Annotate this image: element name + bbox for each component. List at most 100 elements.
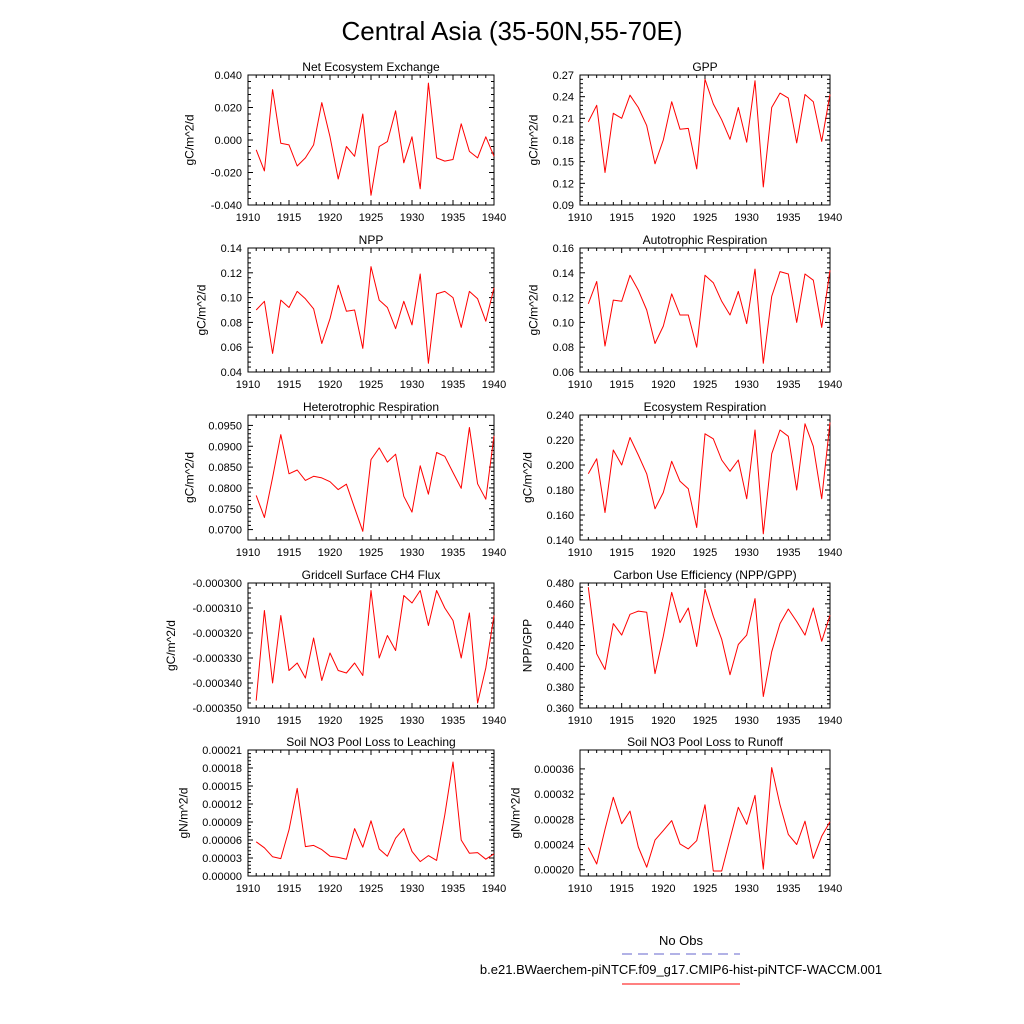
y-tick-label: 0.21 bbox=[553, 113, 574, 125]
x-tick-label: 1930 bbox=[400, 379, 424, 391]
series-line bbox=[587, 78, 831, 188]
x-tick-label: 1935 bbox=[441, 715, 465, 727]
x-tick-label: 1920 bbox=[318, 379, 342, 391]
panel-4: Heterotrophic Respiration 1910 1915 1920 192… bbox=[182, 400, 506, 559]
x-tick-label: 1930 bbox=[400, 883, 424, 895]
series-line bbox=[255, 266, 495, 364]
y-tick-label: -0.000300 bbox=[192, 578, 242, 590]
y-tick-label: 0.420 bbox=[546, 641, 574, 653]
y-tick-label: 0.140 bbox=[546, 535, 574, 547]
series-line bbox=[587, 767, 831, 872]
y-tick-label: 0.06 bbox=[553, 367, 574, 379]
x-tick-label: 1910 bbox=[568, 379, 592, 391]
x-tick-label: 1935 bbox=[776, 715, 800, 727]
x-tick-label: 1925 bbox=[359, 883, 383, 895]
y-tick-label: 0.0950 bbox=[208, 420, 242, 432]
y-tick-label: -0.000320 bbox=[192, 628, 242, 640]
x-tick-label: 1910 bbox=[236, 883, 260, 895]
x-tick-label: 1915 bbox=[609, 547, 633, 559]
x-tick-label: 1935 bbox=[776, 883, 800, 895]
x-tick-label: 1940 bbox=[818, 883, 842, 895]
y-tick-label: 0.220 bbox=[546, 435, 574, 447]
series-line bbox=[255, 427, 495, 532]
panels: Net Ecosystem Exchange 1910 1915 1920 1925 19… bbox=[164, 60, 842, 895]
x-tick-label: 1925 bbox=[359, 547, 383, 559]
y-tick-label: 0.14 bbox=[221, 243, 242, 255]
panel-title: GPP bbox=[692, 60, 717, 74]
y-tick-label: 0.460 bbox=[546, 599, 574, 611]
panel-8: Soil NO3 Pool Loss to Leaching 1910 1915 19… bbox=[176, 735, 506, 895]
y-tick-label: 0.00018 bbox=[202, 763, 242, 775]
y-tick-label: 0.400 bbox=[546, 661, 574, 673]
figure-title: Central Asia (35-50N,55-70E) bbox=[341, 16, 682, 46]
y-tick-label: 0.09 bbox=[553, 200, 574, 212]
panel-title: NPP bbox=[359, 233, 384, 247]
x-tick-label: 1925 bbox=[693, 212, 717, 224]
x-tick-label: 1940 bbox=[818, 212, 842, 224]
y-axis-label: gC/m^2/d bbox=[527, 115, 541, 166]
y-tick-label: 0.10 bbox=[221, 293, 242, 305]
x-tick-label: 1925 bbox=[359, 212, 383, 224]
series-line bbox=[587, 268, 831, 364]
legend-obs-label: No Obs bbox=[659, 933, 704, 948]
x-tick-label: 1940 bbox=[818, 715, 842, 727]
x-tick-label: 1935 bbox=[441, 547, 465, 559]
x-tick-label: 1925 bbox=[693, 379, 717, 391]
x-tick-label: 1915 bbox=[609, 212, 633, 224]
y-tick-label: 0.12 bbox=[553, 293, 574, 305]
y-tick-label: 0.14 bbox=[553, 268, 574, 280]
y-tick-label: 0.24 bbox=[553, 92, 574, 104]
x-tick-label: 1925 bbox=[693, 883, 717, 895]
y-tick-label: 0.00036 bbox=[534, 764, 574, 776]
x-tick-label: 1935 bbox=[776, 212, 800, 224]
plot-frame bbox=[579, 247, 831, 373]
y-tick-label: -0.000310 bbox=[192, 603, 242, 615]
y-axis-label: gN/m^2/d bbox=[176, 788, 190, 839]
x-tick-label: 1925 bbox=[693, 547, 717, 559]
x-tick-label: 1910 bbox=[236, 715, 260, 727]
legend-model-label: b.e21.BWaerchem-piNTCF.f09_g17.CMIP6-his… bbox=[480, 962, 882, 977]
x-tick-label: 1915 bbox=[609, 715, 633, 727]
x-tick-label: 1910 bbox=[568, 715, 592, 727]
y-tick-label: 0.27 bbox=[553, 70, 574, 82]
x-tick-label: 1920 bbox=[651, 547, 675, 559]
x-tick-label: 1925 bbox=[693, 715, 717, 727]
y-tick-label: 0.16 bbox=[553, 243, 574, 255]
x-tick-label: 1940 bbox=[482, 715, 506, 727]
panel-title: Autotrophic Respiration bbox=[643, 233, 768, 247]
panel-3: Autotrophic Respiration 1910 1915 1920 1925 1… bbox=[527, 233, 843, 391]
x-tick-label: 1930 bbox=[734, 212, 758, 224]
y-tick-label: -0.020 bbox=[211, 168, 242, 180]
x-tick-label: 1925 bbox=[359, 715, 383, 727]
x-tick-label: 1940 bbox=[482, 547, 506, 559]
x-tick-label: 1920 bbox=[318, 212, 342, 224]
y-tick-label: -0.000350 bbox=[192, 703, 242, 715]
x-tick-label: 1940 bbox=[482, 212, 506, 224]
y-tick-label: 0.08 bbox=[221, 317, 242, 329]
panel-6: Gridcell Surface CH4 Flux 1910 1915 1920 192… bbox=[164, 568, 506, 727]
series-line bbox=[255, 590, 495, 704]
y-tick-label: -0.000340 bbox=[192, 678, 242, 690]
x-tick-label: 1930 bbox=[400, 212, 424, 224]
y-tick-label: 0.0850 bbox=[208, 462, 242, 474]
y-tick-label: 0.040 bbox=[214, 70, 242, 82]
y-axis-label: gC/m^2/d bbox=[182, 115, 196, 166]
y-tick-label: 0.00021 bbox=[202, 745, 242, 757]
plot-frame bbox=[579, 749, 831, 877]
series-line bbox=[255, 761, 495, 863]
legend: No Obs b.e21.BWaerchem-piNTCF.f09_g17.CM… bbox=[480, 933, 882, 985]
x-tick-label: 1920 bbox=[651, 883, 675, 895]
x-tick-label: 1920 bbox=[318, 547, 342, 559]
y-axis-label: gC/m^2/d bbox=[521, 452, 535, 503]
x-tick-label: 1915 bbox=[277, 379, 301, 391]
x-tick-label: 1930 bbox=[734, 379, 758, 391]
x-tick-label: 1920 bbox=[651, 212, 675, 224]
y-tick-label: 0.06 bbox=[221, 342, 242, 354]
y-tick-label: 0.12 bbox=[553, 178, 574, 190]
y-tick-label: 0.160 bbox=[546, 510, 574, 522]
panel-title: Soil NO3 Pool Loss to Runoff bbox=[627, 735, 784, 749]
x-tick-label: 1935 bbox=[441, 883, 465, 895]
y-tick-label: 0.00000 bbox=[202, 871, 242, 883]
y-tick-label: 0.0700 bbox=[208, 525, 242, 537]
x-tick-label: 1910 bbox=[236, 212, 260, 224]
